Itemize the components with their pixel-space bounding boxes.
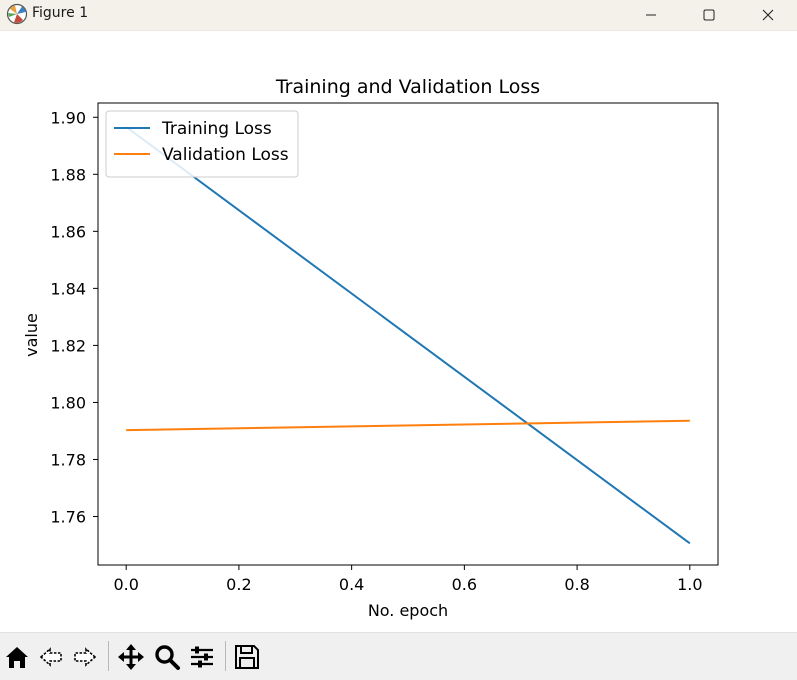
- configure-subplots-button[interactable]: [186, 641, 218, 673]
- home-icon: [6, 647, 28, 668]
- maximize-icon: [703, 9, 715, 21]
- y-tick-label: 1.84: [50, 279, 86, 298]
- minimize-icon: [646, 14, 656, 16]
- legend-label: Training Loss: [161, 119, 272, 139]
- configure-subplots-icon: [191, 646, 213, 668]
- series-line-training-loss: [125, 126, 691, 545]
- zoom-button[interactable]: [151, 641, 183, 673]
- back-button[interactable]: [35, 641, 67, 673]
- minimize-button[interactable]: [622, 0, 680, 30]
- y-tick-label: 1.78: [50, 450, 86, 469]
- y-tick-label: 1.88: [50, 165, 86, 184]
- y-tick-label: 1.80: [50, 393, 86, 412]
- close-button[interactable]: [739, 0, 797, 30]
- pan-button[interactable]: [115, 641, 147, 673]
- series-line-validation-loss: [126, 419, 690, 432]
- x-axis-label: No. epoch: [368, 601, 448, 620]
- x-tick-label: 0.8: [564, 575, 589, 594]
- y-axis-label: value: [22, 313, 41, 357]
- forward-button[interactable]: [69, 641, 101, 673]
- toolbar-separator: [225, 641, 226, 671]
- matplotlib-icon: [6, 3, 28, 25]
- x-tick-label: 0.4: [339, 575, 364, 594]
- figure-canvas[interactable]: Training and Validation Loss 0.0 0.2 0.4 0.…: [0, 31, 797, 631]
- y-tick-label: 1.86: [50, 222, 86, 241]
- legend-box: [105, 110, 299, 178]
- window-title: Figure 1: [32, 5, 89, 21]
- forward-icon: [74, 647, 97, 667]
- y-tick-label: 1.76: [50, 508, 86, 527]
- maximize-button[interactable]: [680, 0, 738, 30]
- save-icon: [235, 645, 259, 669]
- pan-icon: [118, 644, 144, 670]
- line-chart: Training and Validation Loss 0.0 0.2 0.4 0.…: [22, 76, 719, 620]
- x-tick-label: 0.0: [113, 575, 138, 594]
- legend-label: Validation Loss: [162, 145, 289, 165]
- back-icon: [39, 647, 62, 667]
- window-titlebar[interactable]: Figure 1: [0, 0, 797, 31]
- x-tick-label: 1.0: [677, 575, 702, 594]
- plot-frame: [97, 102, 719, 566]
- y-tick-label: 1.90: [50, 108, 86, 127]
- zoom-icon: [155, 645, 180, 670]
- home-button[interactable]: [1, 641, 33, 673]
- close-icon: [762, 9, 774, 21]
- x-tick-label: 0.2: [226, 575, 251, 594]
- save-button[interactable]: [231, 641, 263, 673]
- chart-title: Training and Validation Loss: [275, 76, 540, 98]
- y-tick-label: 1.82: [50, 336, 86, 355]
- navigation-toolbar: [0, 632, 797, 680]
- x-tick-label: 0.6: [452, 575, 477, 594]
- toolbar-separator: [108, 641, 109, 671]
